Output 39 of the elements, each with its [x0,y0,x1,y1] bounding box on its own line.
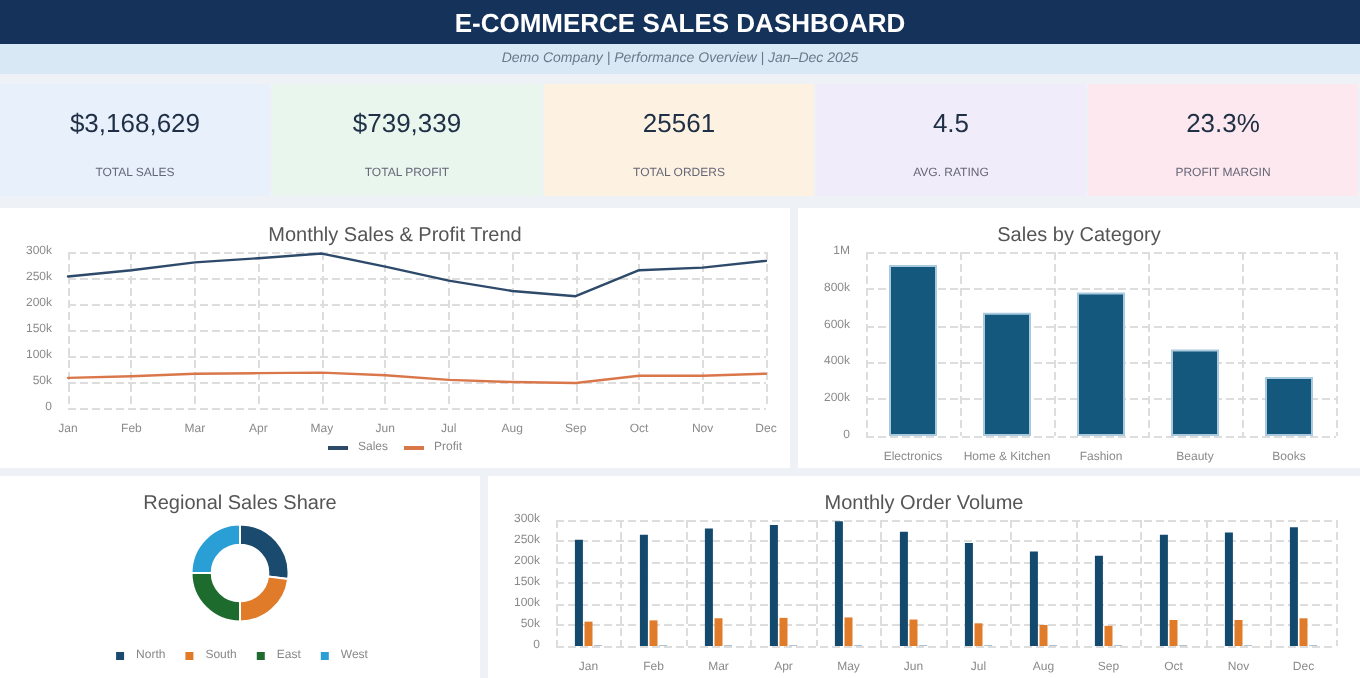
bar [639,534,648,646]
bar [1299,618,1308,646]
bar [909,619,918,646]
text: E-COMMERCE SALES DASHBOARD [0,0,1360,44]
chart-title: Monthly Order Volume [824,493,1025,515]
bar [1224,532,1233,646]
bar [983,312,1031,436]
bar [1169,619,1178,646]
bar [889,264,937,436]
bar [584,621,593,646]
bar [1234,619,1243,646]
bar [834,521,843,646]
bar [769,525,778,646]
chart-title: Sales by Category [997,225,1161,247]
bar [1265,377,1313,436]
bar [1094,555,1103,646]
bar [964,543,973,646]
bar [704,528,713,646]
chart-title: Monthly Sales & Profit Trend [268,225,522,247]
chart-title: Regional Sales Share [143,493,338,515]
bar [1077,292,1125,436]
bar [1104,625,1113,646]
text: 4.5 [930,108,972,138]
bar [649,620,658,646]
text: 25561 [640,108,718,138]
text: $3,168,629 [67,108,203,138]
bar [714,618,723,646]
bar [974,623,983,646]
bar [844,617,853,646]
bar [1159,534,1168,646]
bar [899,531,908,646]
bar [1029,551,1038,646]
text: 23.3% [1184,108,1262,138]
bar [1171,349,1219,436]
text: $739,339 [350,108,464,138]
bar [779,617,788,646]
bar [1289,527,1298,646]
bar [574,539,583,646]
bar [1039,625,1048,646]
